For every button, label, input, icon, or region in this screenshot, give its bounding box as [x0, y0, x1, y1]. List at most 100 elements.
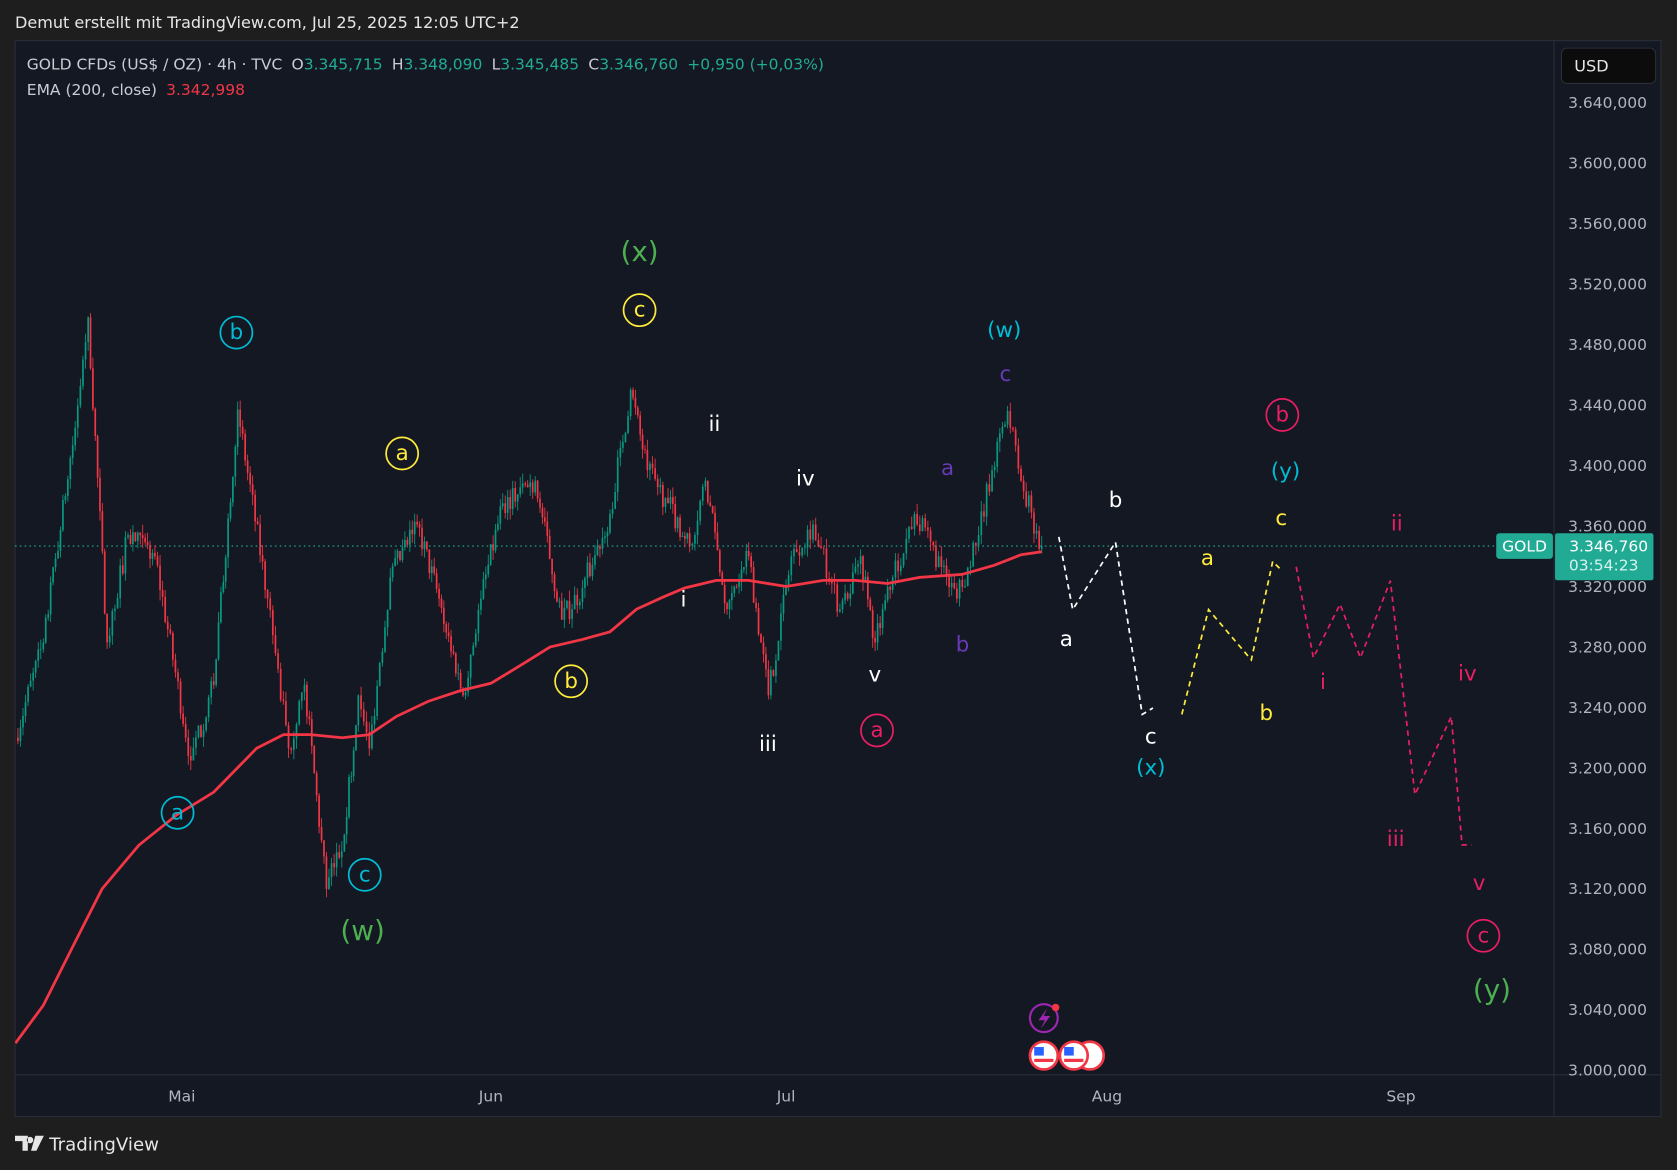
wave-label-pink[interactable]: iii	[1387, 827, 1405, 852]
event-lightning-icon[interactable]	[1028, 1003, 1060, 1034]
candle-body	[217, 622, 220, 660]
wave-label-white[interactable]: i	[680, 587, 686, 612]
candle-body	[566, 600, 568, 608]
wave-label-white[interactable]: c	[1145, 724, 1157, 749]
candle-body	[207, 697, 210, 718]
wave-label-cyan[interactable]: (w)	[987, 318, 1021, 343]
candle-body	[187, 737, 190, 757]
candle-body	[511, 487, 514, 510]
white-projection[interactable]	[1057, 536, 1154, 716]
price-axis[interactable]: 3.640,000 3.600,000 3.560,000 3.520,000 3.48…	[1568, 94, 1647, 1080]
watermark-text: Demut erstellt mit TradingView.com, Jul …	[15, 13, 520, 32]
wave-label-circle	[554, 664, 589, 699]
candle-body	[57, 550, 59, 559]
wave-label-yellow[interactable]: c	[622, 293, 657, 328]
wave-label-purple[interactable]: a	[941, 456, 954, 481]
wave-label-yellow[interactable]: a	[1201, 546, 1214, 571]
legend-ema[interactable]: EMA (200, close) 3.342,998	[27, 81, 245, 99]
tradingview-logo-text: TradingView	[48, 1135, 159, 1156]
wave-label-circle	[1466, 918, 1501, 953]
currency-button[interactable]: USD	[1560, 47, 1657, 84]
candle-body	[740, 569, 743, 583]
plot-area[interactable]: (x)(w)(y)baccabiiiviiiiv(w)(y)(x)cababcb…	[15, 235, 1554, 1071]
wave-label-pink[interactable]: iv	[1458, 661, 1477, 686]
candle-body	[394, 557, 396, 567]
wave-label-white[interactable]: v	[869, 662, 882, 687]
wave-label-white[interactable]: ii	[708, 412, 720, 437]
candle-body	[264, 561, 266, 590]
wave-label-pink[interactable]: v	[1473, 871, 1486, 896]
wave-label-cyan[interactable]: (x)	[1136, 755, 1165, 780]
wave-label-pink[interactable]: c	[1466, 918, 1501, 953]
time-axis[interactable]: Mai Jun Jul Aug Sep	[168, 1088, 1415, 1106]
candle-body	[1004, 424, 1006, 427]
candle-body	[365, 721, 368, 733]
wave-label-white[interactable]: iii	[759, 732, 777, 757]
wave-label-green[interactable]: (w)	[340, 914, 384, 947]
candle-body	[809, 529, 812, 540]
tradingview-logo[interactable]: TradingView	[15, 1135, 159, 1156]
candle-body	[844, 593, 846, 601]
candle-body	[798, 552, 801, 556]
candle-body	[440, 598, 443, 608]
pink-projection[interactable]	[1295, 566, 1472, 846]
chart-panel[interactable]	[14, 40, 1662, 1118]
wave-label-white[interactable]: b	[1109, 488, 1123, 513]
wave-label-text: (y)	[1473, 973, 1511, 1006]
candle-body	[830, 581, 833, 584]
candle-body	[881, 609, 884, 628]
legend-close: 3.346,760	[599, 56, 678, 74]
candle-body	[706, 480, 709, 503]
candle-body	[224, 557, 227, 582]
candle-body	[825, 548, 828, 579]
wave-label-green[interactable]: (x)	[621, 235, 659, 268]
candle-body	[499, 506, 502, 524]
candle-body	[318, 795, 320, 827]
candle-body	[384, 627, 386, 652]
wave-label-purple[interactable]: b	[956, 632, 970, 657]
wave-label-cyan[interactable]: b	[219, 315, 254, 350]
ema-line	[15, 550, 1042, 1044]
event-us-flag-icon[interactable]	[1028, 1040, 1106, 1071]
candle-body	[787, 575, 790, 586]
wave-label-cyan[interactable]: (y)	[1271, 459, 1300, 484]
wave-label-pink[interactable]: i	[1320, 670, 1326, 695]
wave-label-pink[interactable]: ii	[1391, 512, 1403, 537]
candle-body	[279, 668, 282, 700]
candle-body	[862, 556, 864, 582]
yellow-projection[interactable]	[1180, 559, 1281, 715]
wave-label-pink[interactable]: b	[1265, 398, 1300, 432]
price-tick-label: 3.080,000	[1568, 941, 1647, 959]
candle-body	[541, 507, 544, 518]
wave-label-yellow[interactable]: b	[1259, 701, 1273, 726]
wave-label-white[interactable]: a	[1060, 627, 1073, 652]
candle-body	[212, 681, 215, 685]
candle-body	[958, 579, 961, 599]
wave-label-pink[interactable]: a	[860, 713, 894, 748]
wave-label-cyan[interactable]: a	[160, 795, 195, 830]
candle-body	[82, 359, 84, 387]
candle-body	[772, 670, 775, 676]
candle-body	[79, 386, 82, 406]
candle-body	[338, 852, 341, 858]
wave-label-yellow[interactable]: a	[385, 436, 420, 471]
candle-body	[19, 727, 22, 742]
candle-body	[969, 566, 972, 568]
wave-label-purple[interactable]: c	[999, 362, 1011, 387]
wave-label-yellow[interactable]: c	[1275, 506, 1287, 531]
candle-body	[54, 558, 57, 568]
wave-label-yellow[interactable]: b	[554, 664, 589, 699]
candle-body	[686, 533, 689, 539]
candle-body	[782, 594, 785, 614]
wave-label-cyan[interactable]: c	[347, 857, 382, 892]
candle-body	[854, 566, 857, 573]
wave-label-green[interactable]: (y)	[1473, 973, 1511, 1006]
candle-body	[889, 586, 892, 590]
candle-body	[609, 513, 611, 533]
wave-label-white[interactable]: iv	[796, 467, 815, 492]
candle-body	[556, 591, 558, 602]
candle-body	[711, 506, 714, 513]
time-tick-label: Aug	[1092, 1088, 1122, 1106]
candle-body	[902, 553, 905, 566]
